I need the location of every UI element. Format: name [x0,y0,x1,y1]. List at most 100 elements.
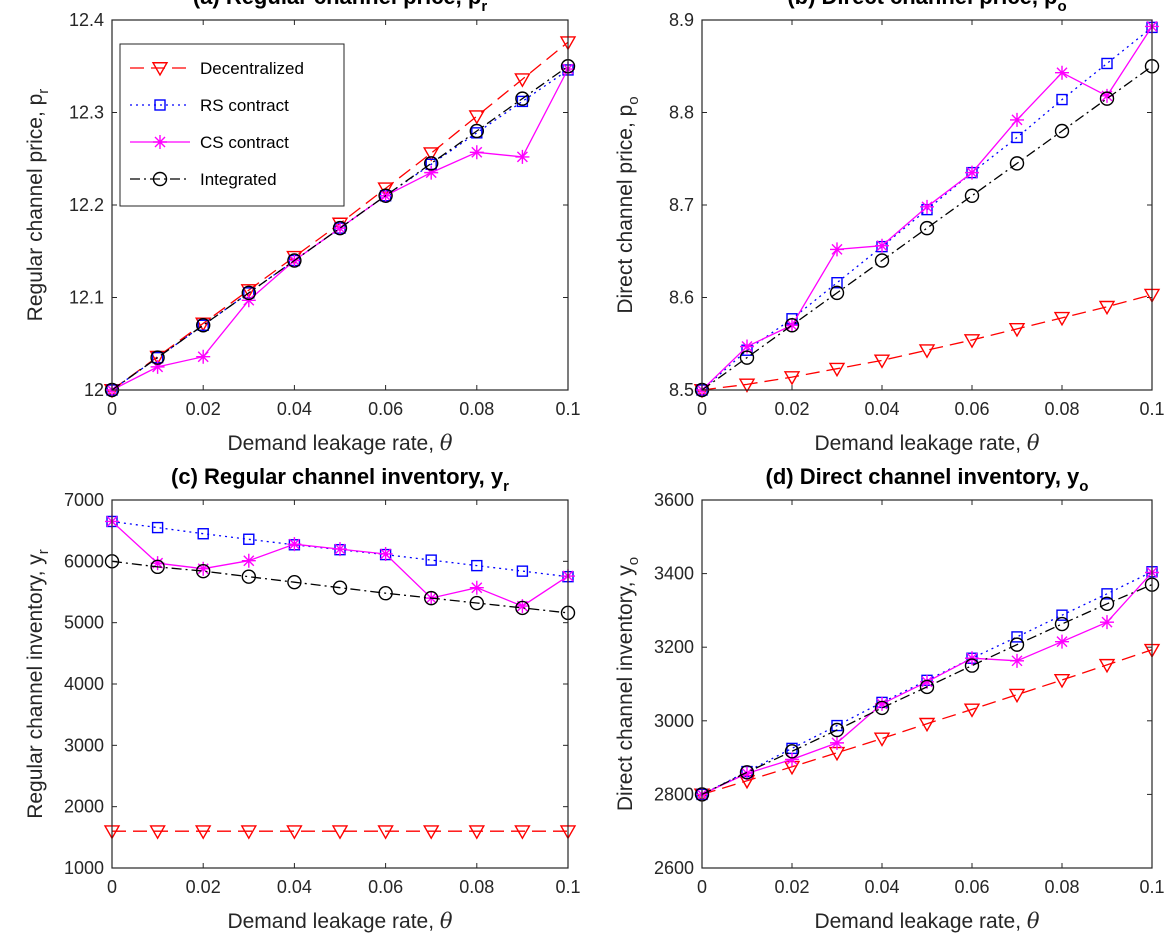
panel-b-xtick-label: 0.04 [864,399,899,419]
panel-d-axes-box [701,499,1153,869]
data-point [828,362,846,378]
legend-label: RS contract [200,96,289,115]
data-point [424,590,439,606]
panel-c: 0 0.02 0.04 0.06 0.08 0.1 1000 2000 3000 4000 5000… [24,464,581,933]
data-point [150,359,165,374]
panel-c-ytick-label: 4000 [64,674,104,694]
panel-c-ytick-label: 6000 [64,551,104,571]
panel-c-axes-box [111,499,569,869]
data-point [740,766,754,781]
panel-d-ytick-label: 2600 [654,858,694,878]
legend: Decentralized RS contract CS contract Integ… [119,43,345,207]
data-point [1098,658,1116,674]
data-point [1099,596,1115,611]
data-point [785,318,799,333]
data-point [830,242,844,257]
data-point [784,318,800,333]
series-line [701,65,1153,391]
data-point [469,123,484,139]
data-point [874,253,890,268]
panel-c-x-axis-label: Demand leakage rate, θ [227,909,452,933]
data-point [1055,65,1069,80]
data-point [377,182,394,197]
data-point [424,165,439,180]
data-point [873,732,891,747]
data-point [920,199,934,214]
data-point [1054,123,1070,139]
panel-b-ytick-label: 8.9 [669,10,694,30]
data-point [1009,156,1025,171]
data-point [1099,91,1115,106]
data-point [197,528,209,540]
panel-a-ytick-label: 12.2 [69,195,104,215]
data-point [1011,631,1023,643]
data-point [332,580,348,595]
data-point [740,339,754,354]
panel-b: 0 0.02 0.04 0.06 0.08 0.1 8.5 8.6 8.7 8.8 8.9 (b) D… [614,0,1165,455]
data-point [514,825,531,840]
panel-a-xtick-label: 0.06 [368,399,403,419]
data-point [241,293,256,308]
data-point [875,238,889,253]
data-point [1056,93,1068,106]
panel-c-xtick-label: 0.06 [368,877,403,897]
data-point [1055,634,1069,649]
panel-d: 0 0.02 0.04 0.06 0.08 0.1 2600 2800 3000 3200 3400… [614,464,1165,933]
data-point [738,378,756,393]
panel-b-xtick-label: 0.08 [1044,399,1079,419]
data-point [240,284,258,299]
panel-d-ytick-label: 3200 [654,637,694,657]
legend-marker [154,99,166,111]
data-point [1053,674,1071,689]
panel-a-xtick-label: 0.02 [186,399,221,419]
panel-a-xtick-label: 0.04 [277,399,312,419]
panel-c-ytick-label: 1000 [64,858,104,878]
data-point [471,559,483,572]
panel-c-xtick-label: 0.04 [277,877,312,897]
data-point [150,559,165,575]
panel-a-axes-box [111,19,569,391]
panel-b-y-axis-label: Direct channel price, po [614,96,642,313]
legend-label: Integrated [200,170,277,189]
data-point [287,537,302,552]
panel-a-ytick-label: 12.4 [69,10,104,30]
panel-d-ytick-label: 3400 [654,564,694,584]
legend-marker [151,62,169,77]
data-point [468,110,486,125]
data-point [287,574,302,590]
data-point [1008,688,1026,704]
panel-b-xtick-label: 0.06 [954,399,989,419]
data-point [1054,616,1070,632]
data-point [197,319,209,331]
data-point [333,542,347,557]
data-point [150,350,165,365]
series-line [701,584,1153,795]
data-point [739,350,755,365]
data-point [241,285,257,301]
data-point [515,91,530,106]
data-point [963,334,981,349]
panel-a-ytick-label: 12.1 [69,288,104,308]
legend-label: CS contract [200,133,289,152]
data-point [1010,653,1024,668]
data-point [875,696,889,711]
data-point [515,149,530,164]
data-point [378,188,393,203]
data-point [919,220,935,236]
panel-c-series-decentralized [103,825,577,840]
data-point [918,717,936,733]
data-point [785,752,799,767]
data-point [241,569,257,584]
panel-d-xtick-label: 0.1 [1139,877,1164,897]
data-point [1009,637,1025,652]
data-point [287,253,302,268]
panel-c-ytick-label: 3000 [64,735,104,755]
panel-a-title: (a) Regular channel price, pr [193,0,488,15]
panel-b-x-axis-label: Demand leakage rate, θ [814,431,1039,455]
data-point [873,354,891,369]
data-point [240,825,258,840]
panel-a-y-axis-label: Regular channel price, pr [24,89,52,322]
panel-d-xtick-label: 0.02 [774,877,809,897]
data-point [964,658,980,673]
